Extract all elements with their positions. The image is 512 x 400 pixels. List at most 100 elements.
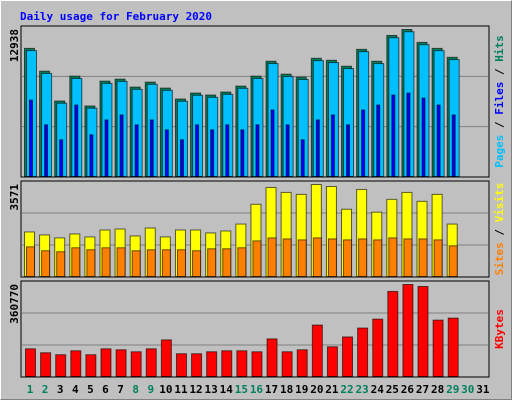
x-tick-label: 6 bbox=[102, 383, 109, 396]
x-tick-label: 24 bbox=[371, 383, 385, 396]
bar bbox=[388, 237, 398, 278]
bar bbox=[25, 348, 36, 377]
bar bbox=[266, 338, 278, 378]
bar bbox=[134, 124, 139, 178]
bar bbox=[372, 318, 384, 378]
bar bbox=[101, 247, 111, 277]
x-tick-label: 26 bbox=[401, 383, 415, 396]
bar bbox=[44, 124, 49, 178]
bar bbox=[149, 119, 154, 178]
bar bbox=[55, 354, 67, 377]
x-tick-label: 2 bbox=[42, 383, 49, 396]
bar bbox=[222, 248, 232, 277]
bar bbox=[130, 351, 142, 377]
legend: Sites / Visits bbox=[493, 183, 506, 276]
bar bbox=[270, 109, 275, 177]
x-tick-label: 22 bbox=[340, 383, 353, 396]
legend: KBytes bbox=[493, 309, 506, 349]
legend-entry: Hits bbox=[493, 35, 506, 62]
legend-entry: Files bbox=[493, 82, 506, 115]
bar bbox=[252, 240, 262, 277]
bar bbox=[115, 349, 127, 377]
x-tick-label: 30 bbox=[461, 383, 474, 396]
x-tick-label: 23 bbox=[356, 383, 369, 396]
bar bbox=[315, 119, 320, 178]
legend: Pages / Files / Hits bbox=[493, 35, 506, 168]
bar bbox=[358, 238, 368, 278]
bar bbox=[225, 124, 230, 178]
x-tick-label: 14 bbox=[220, 383, 234, 396]
bar bbox=[71, 247, 81, 277]
bar bbox=[342, 336, 354, 377]
x-tick-label: 10 bbox=[159, 383, 172, 396]
x-tick-label: 16 bbox=[250, 383, 264, 396]
x-tick-label: 17 bbox=[265, 383, 278, 396]
bar bbox=[26, 246, 35, 278]
x-tick-label: 3 bbox=[57, 383, 64, 396]
bar bbox=[59, 139, 64, 177]
bar bbox=[417, 285, 429, 377]
bar bbox=[285, 124, 290, 178]
legend-separator: / bbox=[493, 222, 506, 242]
y-tick-label: 360770 bbox=[8, 284, 21, 324]
y-tick-label: 3571 bbox=[8, 184, 21, 211]
bar bbox=[192, 250, 202, 278]
bar bbox=[267, 237, 277, 278]
bar bbox=[131, 250, 141, 278]
bar bbox=[357, 327, 369, 377]
bar bbox=[402, 284, 414, 377]
bar bbox=[451, 114, 456, 178]
bar bbox=[175, 353, 187, 377]
bar bbox=[327, 238, 337, 278]
x-tick-label: 9 bbox=[147, 383, 154, 396]
x-tick-label: 5 bbox=[87, 383, 94, 396]
bar bbox=[421, 97, 426, 177]
x-tick-label: 27 bbox=[416, 383, 429, 396]
plot-frame bbox=[20, 280, 490, 378]
bar bbox=[330, 114, 335, 178]
bar bbox=[119, 114, 124, 178]
x-tick-label: 19 bbox=[295, 383, 308, 396]
x-tick-label: 20 bbox=[310, 383, 323, 396]
bar bbox=[251, 351, 263, 377]
bar bbox=[346, 124, 351, 178]
legend-separator: / bbox=[493, 115, 506, 135]
x-tick-label: 21 bbox=[325, 383, 339, 396]
bar bbox=[436, 104, 441, 177]
bar bbox=[387, 290, 399, 377]
bar bbox=[160, 339, 172, 377]
bar bbox=[164, 129, 169, 177]
bar bbox=[326, 346, 338, 377]
bar bbox=[56, 251, 66, 277]
bar bbox=[179, 139, 184, 177]
bar bbox=[406, 92, 411, 177]
bar bbox=[210, 129, 215, 177]
bar bbox=[432, 319, 444, 377]
bar bbox=[40, 352, 52, 378]
bar bbox=[161, 249, 171, 278]
bar bbox=[376, 104, 381, 177]
bar bbox=[29, 99, 33, 177]
x-tick-label: 1 bbox=[27, 383, 34, 396]
legend-entry: Pages bbox=[493, 135, 506, 168]
x-tick-label: 8 bbox=[132, 383, 139, 396]
bar bbox=[89, 134, 94, 178]
bar bbox=[300, 139, 305, 177]
bar bbox=[296, 349, 308, 377]
y-tick-label: 12938 bbox=[8, 29, 21, 62]
legend-entry: Visits bbox=[493, 183, 506, 223]
x-tick-label: 4 bbox=[72, 383, 79, 396]
bar bbox=[282, 238, 292, 278]
bar bbox=[361, 109, 366, 177]
bar bbox=[207, 248, 217, 277]
x-tick-label: 18 bbox=[280, 383, 293, 396]
bar bbox=[74, 104, 79, 177]
bar bbox=[391, 94, 396, 177]
bar bbox=[85, 354, 97, 377]
legend-entry: Sites bbox=[493, 242, 506, 275]
bar bbox=[373, 239, 383, 277]
bar bbox=[433, 239, 443, 277]
bar bbox=[255, 124, 260, 178]
